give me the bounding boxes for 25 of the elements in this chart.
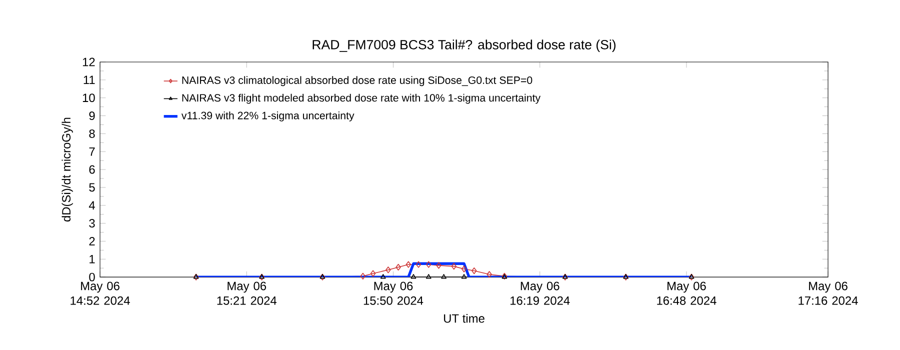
y-tick-label: 2 [89, 237, 95, 246]
x-tick-label: May 06 17:16 2024 [798, 282, 858, 305]
legend-label: v11.39 with 22% 1-sigma uncertainty [181, 111, 354, 122]
x-tick-label: May 06 16:19 2024 [510, 282, 570, 305]
y-tick-label: 3 [89, 219, 95, 228]
x-tick-label: May 06 14:52 2024 [70, 282, 130, 305]
y-tick-label: 4 [88, 201, 95, 210]
y-tick-label: 11 [84, 76, 95, 84]
x-tick-label: May 06 15:50 2024 [364, 282, 424, 305]
y-tick-label: 8 [89, 129, 95, 138]
y-axis-title: dD(Si)/dt microGy/h [62, 118, 73, 222]
y-tick-label: 9 [89, 112, 95, 120]
y-tick-label: 6 [89, 165, 95, 174]
y-tick-label: 0 [89, 272, 95, 282]
x-tick-label: May 06 15:21 2024 [217, 282, 277, 305]
chart-title: RAD_FM7009 BCS3 Tail#? absorbed dose rate (Si) [312, 40, 616, 52]
legend-label: NAIRAS v3 climatological absorbed dose rate using SiDose_G0.txt SEP=0 [182, 76, 532, 86]
x-axis-title: UT time [444, 314, 484, 323]
x-tick-label: May 06 16:48 2024 [657, 282, 716, 305]
y-tick-label: 1 [90, 255, 95, 264]
y-tick-label: 7 [89, 147, 95, 156]
y-tick-label: 12 [82, 58, 95, 66]
y-tick-label: 5 [89, 183, 95, 192]
y-tick-label: 10 [82, 94, 95, 102]
legend-label: NAIRAS v3 flight modeled absorbed dose rate with 10% 1-sigma uncertainty [182, 94, 541, 104]
